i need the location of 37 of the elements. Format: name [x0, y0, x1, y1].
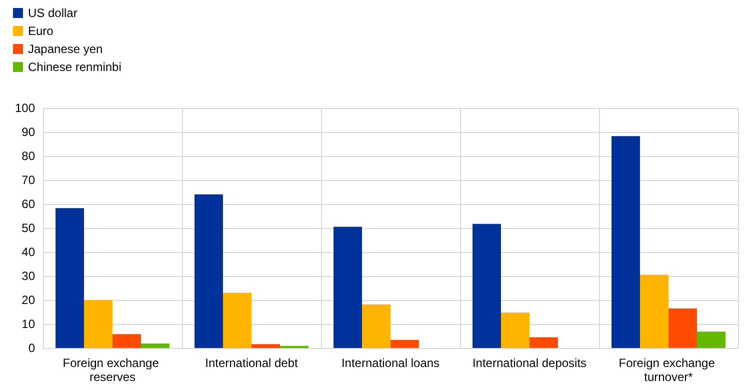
bar: [362, 304, 390, 348]
x-tick-label: International deposits: [472, 356, 587, 370]
bar: [252, 344, 280, 348]
bar: [696, 332, 726, 348]
bar: [112, 334, 141, 348]
y-tick-label: 40: [22, 245, 36, 259]
legend-label: Chinese renminbi: [28, 60, 122, 74]
x-tick-label: International debt: [205, 356, 299, 370]
x-tick-label: Foreign exchange reserves: [62, 356, 162, 384]
bar: [390, 340, 419, 348]
bar: [472, 224, 502, 348]
y-tick-label: 100: [14, 101, 36, 115]
y-tick-label: 10: [22, 317, 36, 331]
bar: [640, 274, 668, 348]
bar: [84, 300, 112, 348]
legend-label: Japanese yen: [28, 42, 103, 56]
legend-label: US dollar: [28, 6, 78, 20]
y-tick-label: 90: [22, 125, 36, 139]
x-tick-label: International loans: [341, 356, 440, 370]
y-tick-label: 0: [28, 341, 36, 355]
bar: [530, 337, 558, 348]
bar: [194, 194, 224, 348]
bar: [140, 343, 170, 348]
bar: [56, 208, 84, 348]
y-tick-label: 60: [22, 197, 36, 211]
bar: [612, 136, 640, 348]
legend-label: Euro: [28, 24, 54, 38]
bar: [223, 292, 252, 348]
x-tick-label: Foreign exchange turnover*: [618, 356, 718, 384]
y-tick-label: 30: [22, 269, 36, 283]
bar: [668, 308, 697, 348]
bar: [334, 226, 362, 348]
y-tick-label: 80: [22, 149, 36, 163]
y-tick-label: 70: [22, 173, 36, 187]
bar: [501, 312, 530, 348]
y-tick-label: 20: [22, 293, 36, 307]
y-tick-label: 50: [22, 221, 36, 235]
